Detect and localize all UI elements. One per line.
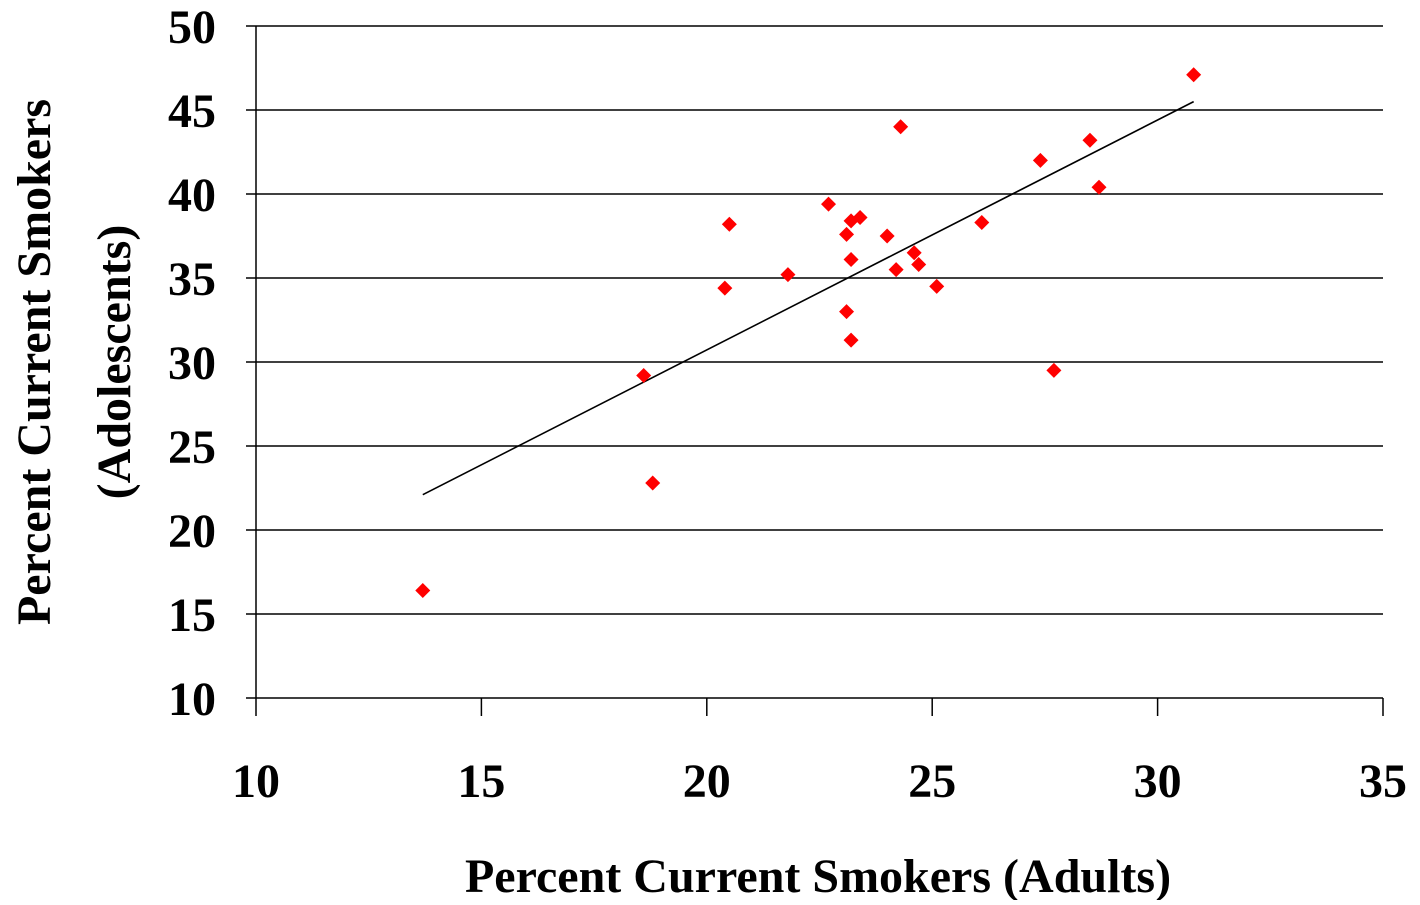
data-point-22 xyxy=(1082,132,1098,148)
data-point-1 xyxy=(636,367,652,383)
tick-label-y-50: 50 xyxy=(168,1,216,54)
tick-label-x-15: 15 xyxy=(457,755,505,808)
data-point-0 xyxy=(415,582,431,598)
tick-label-x-25: 25 xyxy=(908,755,956,808)
tick-label-y-25: 25 xyxy=(168,421,216,474)
y-axis-label-line2: (Adolescents) xyxy=(88,225,141,500)
tick-label-y-30: 30 xyxy=(168,337,216,390)
y-axis-label-line1: Percent Current Smokers xyxy=(8,99,61,625)
data-point-12 xyxy=(843,332,859,348)
trendline xyxy=(422,100,1195,496)
tick-labels: 10 15 20 25 30 35 40 45 50 10 15 20 25 30 35 xyxy=(168,1,1407,808)
data-point-5 xyxy=(780,267,796,283)
data-point-21 xyxy=(1046,362,1062,378)
grid-lines xyxy=(256,25,1383,615)
y-axis-label-group: Percent Current Smokers (Adolescents) xyxy=(8,99,141,625)
tick-label-x-30: 30 xyxy=(1134,755,1182,808)
tick-label-y-10: 10 xyxy=(168,673,216,726)
data-point-6 xyxy=(821,196,837,212)
data-point-18 xyxy=(929,278,945,294)
x-axis-label: Percent Current Smokers (Adults) xyxy=(465,850,1171,900)
data-points xyxy=(415,67,1202,598)
data-point-3 xyxy=(717,280,733,296)
tick-label-y-35: 35 xyxy=(168,253,216,306)
tick-label-y-15: 15 xyxy=(168,589,216,642)
trendline-group xyxy=(422,100,1195,496)
data-point-11 xyxy=(839,304,855,320)
data-point-7 xyxy=(839,226,855,242)
data-point-4 xyxy=(721,216,737,232)
data-point-19 xyxy=(974,215,990,231)
tick-label-y-40: 40 xyxy=(168,169,216,222)
data-point-16 xyxy=(906,245,922,261)
data-point-15 xyxy=(893,119,909,135)
data-point-10 xyxy=(843,252,859,268)
tick-label-x-35: 35 xyxy=(1359,755,1407,808)
data-point-24 xyxy=(1186,67,1202,83)
tick-label-x-20: 20 xyxy=(683,755,731,808)
tick-label-y-20: 20 xyxy=(168,505,216,558)
data-point-13 xyxy=(879,228,895,244)
axes xyxy=(246,25,1384,716)
data-point-2 xyxy=(645,475,661,491)
data-point-20 xyxy=(1032,152,1048,168)
tick-label-y-45: 45 xyxy=(168,85,216,138)
data-point-9 xyxy=(852,210,868,226)
tick-label-x-10: 10 xyxy=(232,755,280,808)
data-point-23 xyxy=(1091,179,1107,195)
data-point-17 xyxy=(911,257,927,273)
data-point-14 xyxy=(888,262,904,278)
